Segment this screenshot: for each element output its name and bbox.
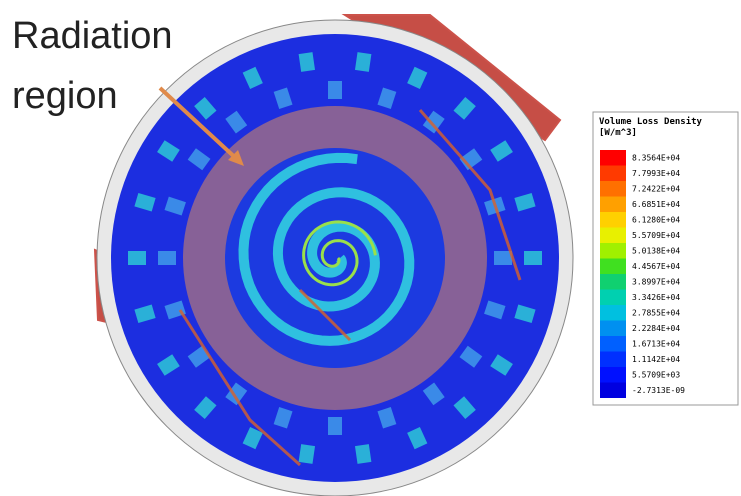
- tooth: [514, 304, 536, 324]
- tooth: [407, 66, 428, 89]
- tooth: [134, 304, 156, 324]
- tooth: [459, 148, 483, 171]
- tooth: [422, 382, 445, 406]
- tooth: [459, 345, 483, 368]
- legend-swatch: [600, 351, 626, 367]
- legend-label: 1.6713E+04: [632, 340, 680, 349]
- legend-label: 2.2284E+04: [632, 324, 680, 333]
- legend-label: 7.2422E+04: [632, 185, 680, 194]
- legend-label: 2.7855E+04: [632, 309, 680, 318]
- legend-swatch: [600, 165, 626, 181]
- tooth: [490, 140, 513, 162]
- tooth: [354, 444, 372, 464]
- tooth: [273, 87, 293, 109]
- spiral: [238, 152, 415, 346]
- annotation: region: [12, 75, 118, 117]
- field-arrow: [178, 309, 302, 467]
- pointer-arrow: [158, 86, 242, 164]
- tooth: [328, 417, 342, 435]
- tooth: [453, 96, 476, 120]
- tooth: [128, 251, 146, 265]
- tooth: [157, 354, 180, 376]
- tooth: [158, 251, 176, 265]
- legend-label: 6.1280E+04: [632, 216, 680, 225]
- legend-label: 1.1142E+04: [632, 355, 680, 364]
- tooth: [377, 407, 397, 429]
- tooth: [194, 396, 217, 420]
- legend-swatch: [600, 305, 626, 321]
- legend-label: 5.5709E+04: [632, 231, 680, 240]
- legend-label: 8.3564E+04: [632, 154, 680, 163]
- tooth: [134, 192, 156, 212]
- legend-label: 5.0138E+04: [632, 247, 680, 256]
- legend-swatch: [600, 196, 626, 212]
- legend-swatch: [600, 367, 626, 383]
- tooth: [225, 110, 248, 134]
- tooth: [490, 354, 513, 376]
- tooth: [407, 427, 428, 450]
- tooth: [157, 140, 180, 162]
- legend-swatch: [600, 274, 626, 290]
- tooth: [298, 52, 316, 72]
- legend-swatch: [600, 258, 626, 274]
- legend-unit: [W/m^3]: [599, 128, 637, 138]
- legend-title: Volume Loss Density: [599, 116, 703, 127]
- tooth: [242, 66, 263, 89]
- tooth: [328, 81, 342, 99]
- legend-swatch: [600, 382, 626, 398]
- legend-swatch: [600, 181, 626, 197]
- tooth: [164, 196, 186, 216]
- tooth: [524, 251, 542, 265]
- tooth: [187, 148, 211, 171]
- tooth: [164, 300, 186, 320]
- tooth: [484, 300, 506, 320]
- tooth: [194, 96, 217, 120]
- legend-swatch: [600, 243, 626, 259]
- legend-label: 3.8997E+04: [632, 278, 680, 287]
- tooth: [422, 110, 445, 134]
- legend-label: -2.7313E-09: [632, 386, 685, 395]
- legend-swatch: [600, 150, 626, 166]
- legend-label: 4.4567E+04: [632, 262, 680, 271]
- tooth: [377, 87, 397, 109]
- legend-label: 3.3426E+04: [632, 293, 680, 302]
- legend-label: 5.5709E+03: [632, 371, 680, 380]
- legend: 8.3564E+04 7.7993E+04 7.2422E+04 6.6851E+04…: [600, 150, 685, 398]
- tooth: [242, 427, 263, 450]
- tooth: [453, 396, 476, 420]
- legend-swatch: [600, 289, 626, 305]
- field-arrow: [298, 288, 352, 342]
- tooth: [225, 382, 248, 406]
- tooth: [273, 407, 293, 429]
- legend-swatch: [600, 336, 626, 352]
- annotation: Radiation: [12, 15, 173, 57]
- spiral-core: [302, 220, 377, 287]
- legend-label: 7.7993E+04: [632, 169, 680, 178]
- teeth: [128, 52, 542, 464]
- legend-swatch: [600, 212, 626, 228]
- tooth: [494, 251, 512, 265]
- legend-label: 6.6851E+04: [632, 200, 680, 209]
- field-arrow: [418, 109, 522, 281]
- legend-swatch: [600, 227, 626, 243]
- legend-swatch: [600, 320, 626, 336]
- arrows: [178, 109, 522, 467]
- tooth: [514, 192, 536, 212]
- arrow-head: [228, 150, 244, 166]
- tooth: [298, 444, 316, 464]
- tooth: [354, 52, 372, 72]
